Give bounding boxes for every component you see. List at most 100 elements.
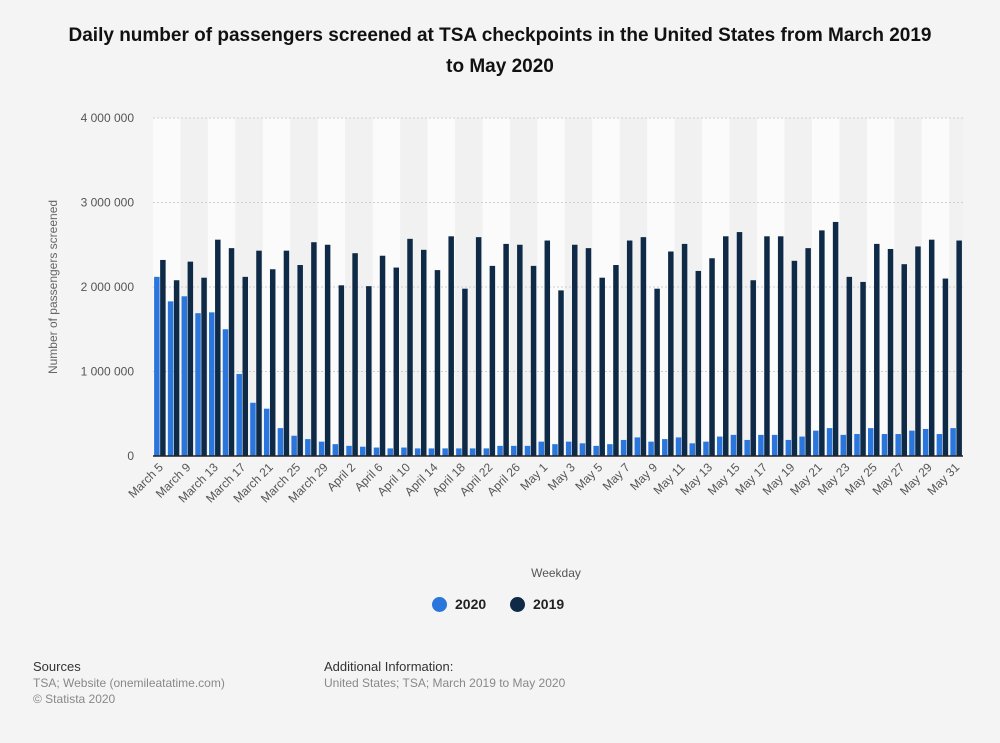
bar-2019	[256, 250, 262, 456]
bar-2020	[950, 428, 956, 456]
bar-2020	[607, 444, 613, 456]
legend-swatch-2020	[432, 596, 447, 612]
bar-2020	[620, 439, 627, 456]
bar-2020	[524, 445, 531, 456]
bar-2019	[215, 239, 221, 456]
bar-2020	[318, 441, 325, 456]
bar-2019	[530, 265, 537, 456]
bar-2020	[236, 374, 242, 456]
bar-2019	[420, 249, 427, 456]
x-tick-label: May 3	[545, 460, 578, 493]
bar-2019	[832, 221, 839, 456]
bar-2019	[462, 288, 468, 456]
bar-2019	[311, 242, 317, 456]
bar-2019	[352, 253, 358, 456]
x-tick-label: April 2	[324, 460, 358, 494]
bar-2020	[689, 443, 696, 456]
legend-item-2020[interactable]: 2020	[432, 596, 486, 612]
y-tick-label: 4 000 000	[81, 111, 135, 125]
bar-2020	[167, 301, 174, 456]
legend-label-2020: 2020	[455, 596, 487, 612]
bar-2019	[407, 238, 413, 456]
y-tick-label: 3 000 000	[81, 196, 135, 210]
bar-2020	[250, 402, 256, 456]
bar-2020	[813, 430, 819, 456]
y-axis-title: Number of passengers screened	[46, 200, 60, 374]
bar-2020	[703, 441, 709, 456]
bar-2020	[195, 313, 201, 456]
bar-2019	[640, 237, 647, 456]
bar-2019	[475, 237, 482, 456]
bar-2019	[819, 230, 825, 456]
bar-2019	[283, 250, 290, 456]
additional-info-block: Additional Information: United States; T…	[324, 659, 565, 691]
bar-2020	[305, 439, 311, 456]
bar-2019	[709, 258, 715, 456]
bar-2020	[552, 444, 558, 456]
bar-2020	[744, 439, 750, 456]
sources-block: Sources TSA; Website (onemileatatime.com…	[33, 659, 225, 707]
bar-2020	[401, 447, 407, 456]
legend-label-2019: 2019	[533, 596, 565, 612]
bar-2019	[805, 248, 811, 456]
bar-2019	[681, 243, 688, 456]
bar-2019	[654, 288, 660, 456]
bar-2019	[764, 236, 770, 456]
bar-2020	[469, 448, 476, 456]
bar-2020	[840, 434, 847, 456]
bar-2020	[909, 430, 915, 456]
bar-2019	[723, 236, 729, 456]
sources-line: TSA; Website (onemileatatime.com)	[33, 676, 225, 690]
bar-2019	[448, 236, 454, 456]
bar-2019	[777, 236, 784, 456]
y-tick-label: 2 000 000	[81, 280, 135, 294]
chart-title: Daily number of passengers screened at T…	[68, 25, 932, 77]
bar-2020	[881, 434, 888, 456]
bar-2020	[511, 445, 517, 456]
legend-swatch-2019	[510, 596, 525, 612]
bar-2019	[242, 276, 249, 456]
bar-2020	[538, 441, 544, 456]
legend-item-2019[interactable]: 2019	[510, 596, 564, 612]
bar-2020	[346, 445, 352, 456]
x-tick-label: May 5	[572, 460, 605, 493]
bar-2020	[648, 441, 654, 456]
bar-2020	[758, 434, 764, 456]
bar-2019	[928, 239, 935, 456]
bar-2020	[730, 434, 737, 456]
bar-2020	[497, 445, 503, 456]
bar-2020	[936, 434, 943, 456]
bar-2020	[826, 428, 833, 456]
y-tick-label: 1 000 000	[81, 365, 135, 379]
bar-2019	[160, 259, 166, 456]
bar-2020	[154, 276, 160, 456]
bar-2019	[228, 248, 235, 456]
bar-2020	[483, 448, 490, 456]
x-tick-label: May 7	[600, 460, 633, 493]
additional-heading: Additional Information:	[324, 659, 454, 674]
bar-2019	[489, 265, 496, 456]
bar-2020	[209, 312, 215, 456]
bar-2019	[558, 290, 564, 456]
bar-2019	[956, 240, 962, 456]
bar-2019	[613, 265, 619, 456]
sources-heading: Sources	[33, 659, 81, 674]
bar-2019	[599, 277, 605, 456]
bar-2019	[750, 280, 756, 456]
bar-2019	[915, 246, 921, 456]
bar-2019	[503, 243, 509, 456]
bar-2019	[695, 270, 702, 456]
bar-2019	[874, 243, 880, 456]
bar-2019	[736, 232, 743, 456]
bar-2020	[277, 428, 284, 456]
bar-2019	[517, 244, 523, 456]
bar-2019	[585, 248, 592, 456]
bar-2020	[593, 445, 599, 456]
bar-2020	[579, 443, 586, 456]
bar-2019	[324, 244, 331, 456]
bar-2020	[442, 448, 448, 456]
bar-2019	[887, 248, 894, 456]
bar-2020	[373, 447, 380, 456]
bar-2020	[263, 408, 270, 456]
